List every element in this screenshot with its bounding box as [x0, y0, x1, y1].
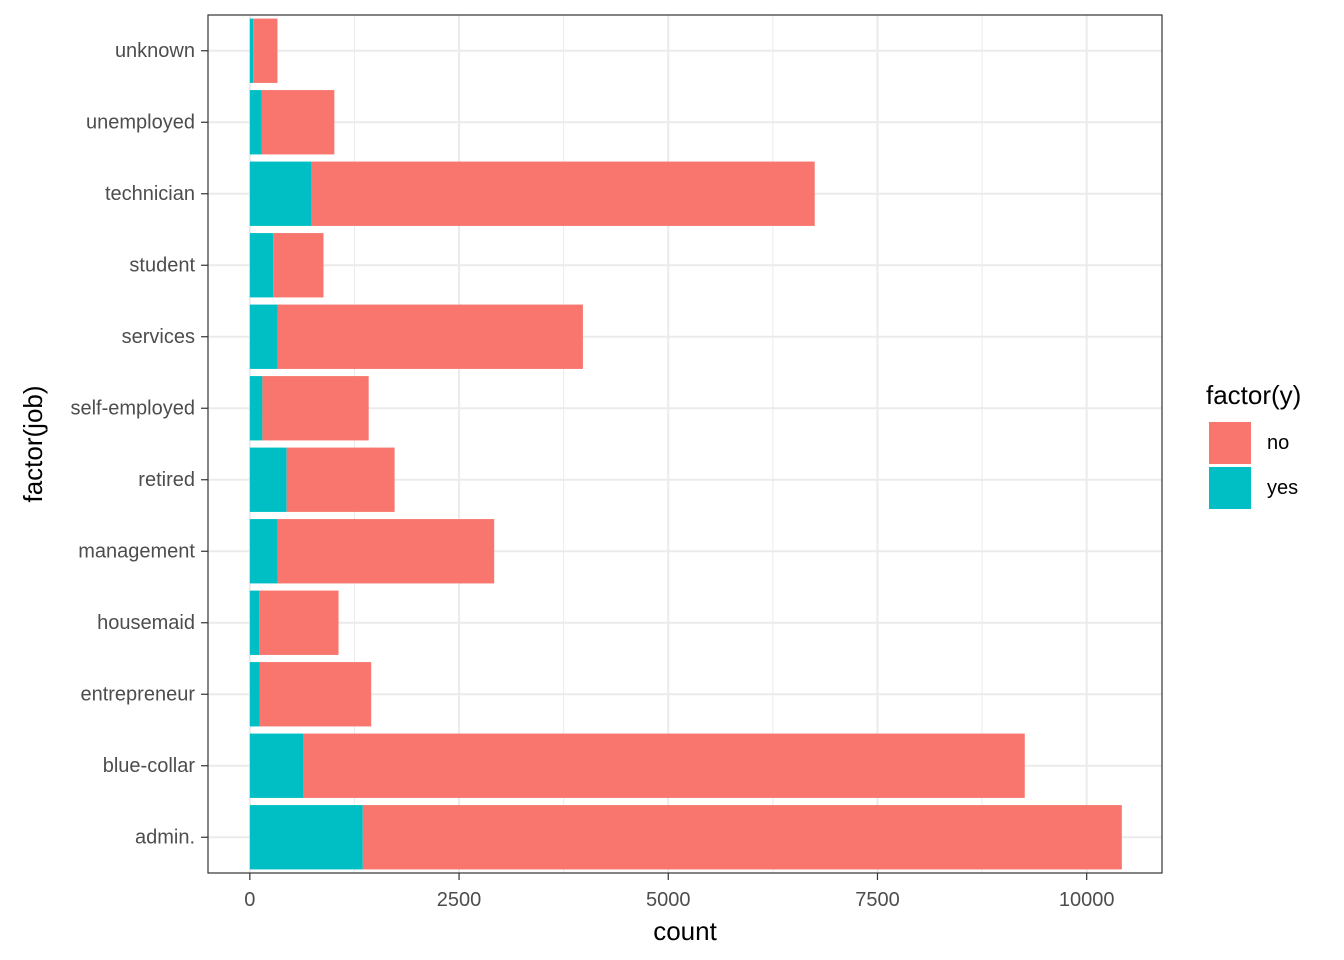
bar-yes-technician: [249, 161, 312, 226]
y-tick-label: management: [78, 540, 195, 562]
x-axis-title: count: [653, 916, 717, 946]
y-tick-label: housemaid: [97, 612, 195, 634]
bar-no-blue-collar: [303, 733, 1025, 798]
bar-yes-retired: [249, 447, 287, 512]
bar-yes-services: [249, 304, 278, 369]
bar-no-student: [273, 233, 324, 298]
bar-yes-self-employed: [249, 376, 263, 441]
x-axis: 0 2500 5000 7500 10000: [244, 873, 1114, 911]
legend-label-yes: yes: [1267, 477, 1298, 499]
bar-no-unknown: [253, 18, 278, 83]
bar-no-management: [277, 519, 495, 584]
bar-no-retired: [286, 447, 395, 512]
y-axis-title: factor(job): [18, 385, 48, 502]
bar-no-services: [277, 304, 583, 369]
y-tick-label: unknown: [115, 40, 195, 62]
legend-label-no: no: [1267, 432, 1289, 454]
y-tick-label: student: [129, 254, 195, 276]
y-tick-label: admin.: [135, 826, 195, 848]
bar-no-self-employed: [262, 376, 369, 441]
y-tick-label: technician: [105, 183, 195, 205]
y-tick-label: entrepreneur: [80, 683, 195, 705]
x-tick-label: 0: [244, 889, 255, 911]
bar-yes-housemaid: [249, 590, 260, 655]
x-tick-label: 10000: [1059, 889, 1115, 911]
bar-yes-entrepreneur: [249, 662, 260, 727]
y-tick-label: blue-collar: [103, 755, 196, 777]
bar-no-housemaid: [259, 590, 339, 655]
legend-key-no: [1209, 422, 1251, 464]
bar-yes-unemployed: [249, 90, 262, 155]
bar-no-unemployed: [261, 90, 335, 155]
y-tick-label: unemployed: [86, 111, 195, 133]
bar-no-technician: [311, 161, 815, 226]
y-tick-label: self-employed: [70, 397, 195, 419]
y-tick-label: retired: [138, 469, 195, 491]
y-tick-label: services: [122, 326, 195, 348]
legend-key-yes: [1209, 467, 1251, 509]
bar-yes-blue-collar: [249, 733, 304, 798]
legend-title: factor(y): [1206, 380, 1301, 410]
x-tick-label: 2500: [437, 889, 482, 911]
y-axis: admin. blue-collar entrepreneur housemaid ma…: [70, 40, 208, 848]
legend: factor(y) no yes: [1206, 380, 1301, 509]
bar-yes-student: [249, 233, 274, 298]
bar-yes-unknown: [249, 18, 254, 83]
bar-no-admin: [362, 805, 1122, 870]
x-tick-label: 7500: [855, 889, 900, 911]
bar-yes-management: [249, 519, 278, 584]
x-tick-label: 5000: [646, 889, 691, 911]
bars: [249, 18, 1122, 870]
bar-no-entrepreneur: [259, 662, 372, 727]
panel-border: [207, 14, 1163, 874]
bar-yes-admin: [249, 805, 363, 870]
